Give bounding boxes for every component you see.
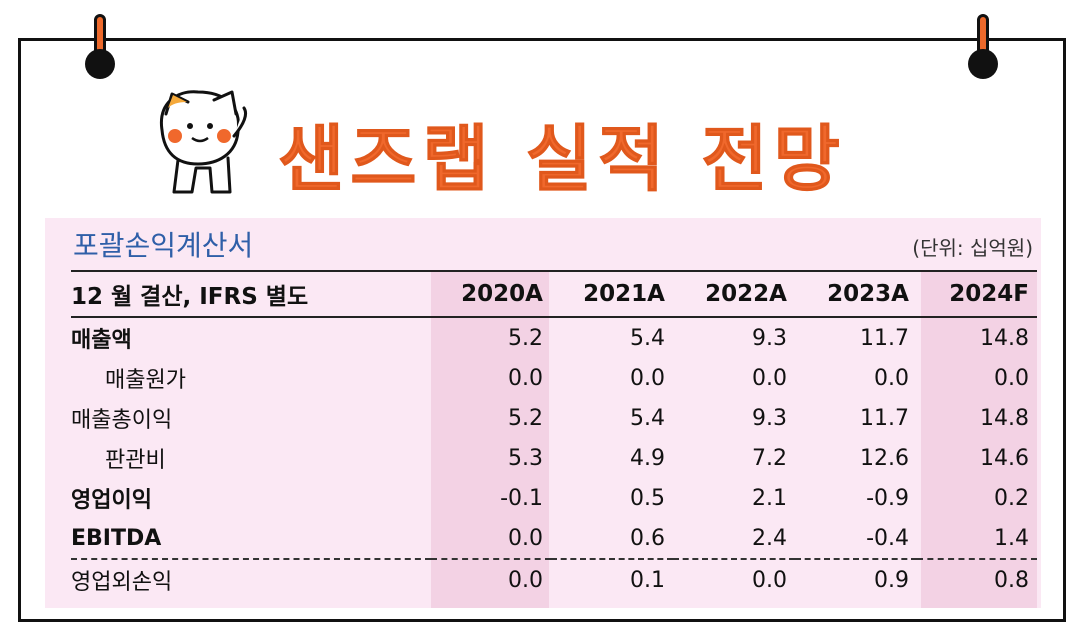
- cell-value: -0.9: [866, 485, 909, 511]
- cell-value: 2.1: [752, 485, 787, 511]
- cell-value: 0.5: [630, 485, 665, 511]
- cell-value: 1.4: [994, 525, 1029, 551]
- row-label: 판관비: [105, 448, 166, 473]
- cell-value: 5.4: [630, 405, 665, 431]
- cell-value: 0.9: [795, 558, 917, 600]
- page-title: 샌즈랩 실적 전망: [278, 117, 846, 202]
- cell-value: 11.7: [860, 325, 909, 351]
- year-header: 2024F: [917, 270, 1037, 318]
- column-shade: [431, 270, 549, 608]
- cell-value: 11.7: [860, 405, 909, 431]
- year-header: 2022A: [673, 270, 795, 318]
- binder-ring-icon: [968, 49, 998, 79]
- cell-value: 0.0: [431, 558, 551, 600]
- cell-value: 14.8: [980, 405, 1029, 431]
- unit-label: (단위: 십억원): [912, 236, 1033, 260]
- row-label: 매출액: [71, 328, 132, 353]
- year-header: 2021A: [551, 270, 673, 318]
- cell-value: 9.3: [752, 405, 787, 431]
- cell-value: 5.2: [508, 325, 543, 351]
- cell-value: 0.0: [508, 365, 543, 391]
- cell-value: 0.0: [630, 365, 665, 391]
- cell-value: 0.0: [673, 558, 795, 600]
- row-label: 영업외손익: [71, 558, 431, 600]
- income-statement-table: 12 월 결산, IFRS 별도 2020A 2021A 2022A 2023A…: [71, 270, 1037, 600]
- cell-value: 0.1: [551, 558, 673, 600]
- row-label: 매출총이익: [71, 408, 173, 433]
- cell-value: 7.2: [752, 445, 787, 471]
- cell-value: 0.0: [994, 365, 1029, 391]
- table-row: 매출총이익 5.2 5.4 9.3 11.7 14.8: [71, 398, 1037, 438]
- row-label: 영업이익: [71, 488, 152, 513]
- table-row: EBITDA 0.0 0.6 2.4 -0.4 1.4: [71, 518, 1037, 559]
- row-label: 매출원가: [105, 368, 186, 393]
- cell-value: 14.6: [980, 445, 1029, 471]
- cell-value: 9.3: [752, 325, 787, 351]
- cell-value: 0.2: [994, 485, 1029, 511]
- cell-value: 5.2: [508, 405, 543, 431]
- table-caption: 포괄손익계산서: [73, 229, 254, 262]
- year-header: 2020A: [431, 270, 551, 318]
- table-row: 판관비 5.3 4.9 7.2 12.6 14.6: [71, 438, 1037, 478]
- cat-mascot-icon: [159, 90, 248, 194]
- income-statement-panel: 포괄손익계산서 (단위: 십억원) 12 월 결산, IFRS 별도 2020A…: [45, 218, 1041, 608]
- label-column-header: 12 월 결산, IFRS 별도: [71, 270, 431, 318]
- row-label: EBITDA: [71, 525, 162, 551]
- cell-value: 12.6: [860, 445, 909, 471]
- table-row: 매출원가 0.0 0.0 0.0 0.0 0.0: [71, 358, 1037, 398]
- cell-value: 0.0: [874, 365, 909, 391]
- binder-ring-icon: [85, 49, 115, 79]
- column-shade: [921, 270, 1037, 608]
- cell-value: 5.4: [630, 325, 665, 351]
- cell-value: -0.4: [866, 525, 909, 551]
- year-header: 2023A: [795, 270, 917, 318]
- cell-value: 4.9: [630, 445, 665, 471]
- cell-value: -0.1: [500, 485, 543, 511]
- cell-value: 0.8: [917, 558, 1037, 600]
- table-header-row: 12 월 결산, IFRS 별도 2020A 2021A 2022A 2023A…: [71, 270, 1037, 318]
- table-row: 매출액 5.2 5.4 9.3 11.7 14.8: [71, 317, 1037, 358]
- table-row: 영업이익 -0.1 0.5 2.1 -0.9 0.2: [71, 478, 1037, 518]
- table-row: 영업외손익 0.0 0.1 0.0 0.9 0.8: [71, 558, 1037, 600]
- cell-value: 14.8: [980, 325, 1029, 351]
- cell-value: 0.0: [508, 525, 543, 551]
- cell-value: 5.3: [508, 445, 543, 471]
- cell-value: 0.0: [752, 365, 787, 391]
- cell-value: 2.4: [752, 525, 787, 551]
- cell-value: 0.6: [630, 525, 665, 551]
